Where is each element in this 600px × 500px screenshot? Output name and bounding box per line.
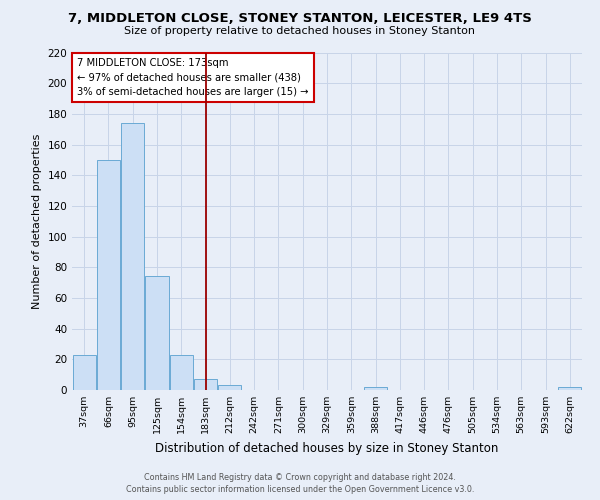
Bar: [73, 354, 95, 390]
Bar: [364, 387, 387, 390]
Bar: [170, 354, 193, 390]
Text: 7, MIDDLETON CLOSE, STONEY STANTON, LEICESTER, LE9 4TS: 7, MIDDLETON CLOSE, STONEY STANTON, LEIC…: [68, 12, 532, 26]
Bar: [145, 276, 169, 390]
X-axis label: Distribution of detached houses by size in Stoney Stanton: Distribution of detached houses by size …: [155, 442, 499, 454]
Y-axis label: Number of detached properties: Number of detached properties: [32, 134, 42, 309]
Text: Contains HM Land Registry data © Crown copyright and database right 2024.
Contai: Contains HM Land Registry data © Crown c…: [126, 472, 474, 494]
Bar: [218, 386, 241, 390]
Bar: [194, 380, 217, 390]
Text: 7 MIDDLETON CLOSE: 173sqm
← 97% of detached houses are smaller (438)
3% of semi-: 7 MIDDLETON CLOSE: 173sqm ← 97% of detac…: [77, 58, 308, 97]
Bar: [121, 123, 144, 390]
Bar: [97, 160, 120, 390]
Text: Size of property relative to detached houses in Stoney Stanton: Size of property relative to detached ho…: [125, 26, 476, 36]
Bar: [559, 387, 581, 390]
